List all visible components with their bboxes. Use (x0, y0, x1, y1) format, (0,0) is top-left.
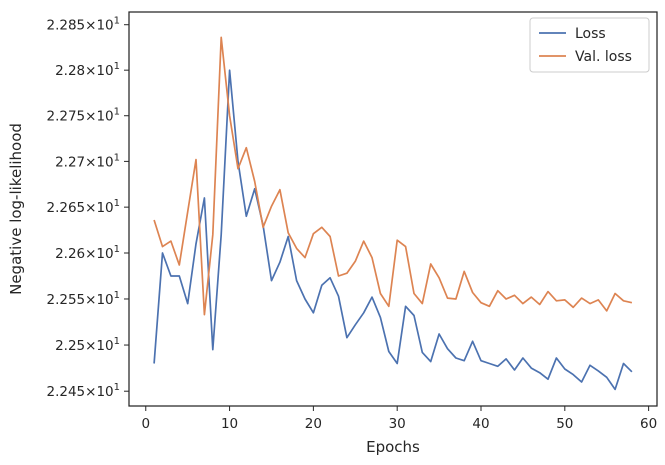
series-line-2 (153, 36, 633, 316)
plot-frame (128, 11, 658, 407)
y-tick-label: 2.25×101 (55, 336, 120, 354)
legend-label: Val. loss (575, 49, 632, 65)
x-axis-ticks: 0 10 20 30 40 50 60 (141, 406, 657, 432)
y-tick-label: 2.28×101 (55, 61, 120, 79)
x-tick-label: 50 (556, 416, 573, 432)
y-tick-label: 2.26×101 (55, 244, 120, 262)
x-tick-label: 60 (640, 416, 657, 432)
x-tick-label: 30 (389, 416, 406, 432)
plot-marks (153, 36, 633, 391)
y-axis-ticks: 2.245×101 2.25×101 2.255×101 2.26×101 2.265×… (46, 16, 129, 400)
y-tick-label: 2.275×101 (46, 107, 120, 125)
y-tick-label: 2.285×101 (46, 16, 120, 34)
x-tick-label: 0 (141, 416, 150, 432)
x-tick-label: 40 (472, 416, 489, 432)
x-axis-label: Epochs (366, 438, 420, 456)
legend-label: Loss (575, 26, 606, 42)
x-tick-label: 20 (305, 416, 322, 432)
y-tick-label: 2.27×101 (55, 152, 120, 170)
x-tick-label: 10 (221, 416, 238, 432)
series-line-1 (153, 69, 633, 391)
legend-box (529, 17, 650, 73)
y-tick-label: 2.255×101 (46, 290, 120, 308)
y-tick-label: 2.265×101 (46, 198, 120, 216)
legend: Loss Val. loss (529, 17, 650, 73)
y-axis-label: Negative log-likelihood (7, 123, 25, 295)
y-tick-label: 2.245×101 (46, 382, 120, 400)
